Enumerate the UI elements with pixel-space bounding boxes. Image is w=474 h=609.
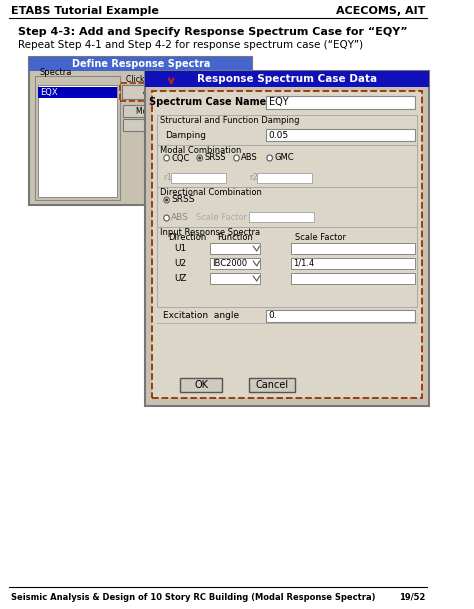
Circle shape — [164, 215, 169, 221]
Circle shape — [198, 157, 201, 160]
Bar — [266, 129, 415, 141]
Text: r1: r1 — [163, 174, 172, 183]
Bar — [35, 76, 119, 200]
Text: Scale Factor: Scale Factor — [196, 214, 247, 222]
Bar — [29, 57, 252, 205]
Text: U2: U2 — [174, 259, 186, 268]
Bar — [119, 83, 246, 101]
Bar — [210, 273, 260, 284]
Text: SRSS: SRSS — [204, 153, 226, 163]
Text: 19/52: 19/52 — [399, 593, 425, 602]
Circle shape — [267, 155, 273, 161]
Text: U1: U1 — [174, 244, 186, 253]
Bar — [38, 87, 117, 98]
Text: IBC2000: IBC2000 — [213, 259, 248, 268]
Text: EQX: EQX — [40, 88, 58, 97]
Bar — [181, 378, 222, 392]
Text: EQY: EQY — [269, 97, 288, 108]
Text: Delete Spectrum: Delete Spectrum — [151, 121, 215, 130]
Text: Spectrum Case Name: Spectrum Case Name — [149, 97, 266, 107]
Text: Direction: Direction — [168, 233, 207, 242]
Text: GMC: GMC — [274, 153, 294, 163]
Bar — [157, 145, 417, 187]
Circle shape — [164, 155, 169, 161]
Bar — [266, 310, 415, 322]
Circle shape — [164, 197, 169, 203]
Bar — [146, 71, 429, 406]
Text: Directional Combination: Directional Combination — [160, 188, 262, 197]
Bar — [157, 187, 417, 227]
Bar — [171, 173, 227, 183]
Text: 0.05: 0.05 — [269, 130, 289, 139]
Text: Modal Combination: Modal Combination — [160, 146, 242, 155]
Text: Click to: Click to — [126, 74, 155, 83]
Text: Modify/Show Spectrum...: Modify/Show Spectrum... — [136, 107, 231, 116]
Text: Function: Function — [217, 233, 253, 242]
Text: Seismic Analysis & Design of 10 Story RC Building (Modal Response Spectra): Seismic Analysis & Design of 10 Story RC… — [11, 593, 375, 602]
Text: Add New Spectrum...: Add New Spectrum... — [143, 88, 223, 96]
Bar — [38, 85, 117, 197]
Text: Repeat Step 4-1 and Step 4-2 for response spectrum case (“EQY”): Repeat Step 4-1 and Step 4-2 for respons… — [18, 40, 364, 50]
Bar — [122, 85, 244, 99]
Text: Cancel: Cancel — [256, 380, 289, 390]
Text: UZ: UZ — [174, 274, 186, 283]
Text: ABS: ABS — [241, 153, 258, 163]
Bar — [249, 378, 295, 392]
Text: ACECOMS, AIT: ACECOMS, AIT — [336, 6, 425, 16]
Text: 0.: 0. — [269, 311, 277, 320]
Bar — [266, 96, 415, 109]
Text: OK: OK — [194, 380, 208, 390]
Text: Structural and Function Damping: Structural and Function Damping — [160, 116, 300, 125]
Text: CQC: CQC — [171, 153, 190, 163]
Text: ABS: ABS — [171, 214, 189, 222]
Bar — [291, 258, 415, 269]
Circle shape — [165, 199, 168, 202]
Bar — [210, 258, 260, 269]
Text: r2: r2 — [249, 174, 258, 183]
Text: Define Response Spectra: Define Response Spectra — [72, 59, 210, 69]
Bar — [146, 71, 429, 87]
Text: Response Spectrum Case Data: Response Spectrum Case Data — [197, 74, 377, 84]
Bar — [257, 173, 312, 183]
Bar — [157, 227, 417, 307]
Bar — [152, 91, 422, 398]
Bar — [123, 105, 243, 117]
Text: Spectra: Spectra — [39, 68, 72, 77]
Text: Step 4-3: Add and Specify Response Spectrum Case for “EQY”: Step 4-3: Add and Specify Response Spect… — [18, 27, 408, 37]
Bar — [291, 273, 415, 284]
Bar — [29, 57, 252, 71]
Text: Scale Factor: Scale Factor — [295, 233, 346, 242]
Text: ETABS Tutorial Example: ETABS Tutorial Example — [11, 6, 159, 16]
Bar — [123, 119, 243, 131]
Bar — [157, 115, 417, 145]
Circle shape — [197, 155, 202, 161]
Circle shape — [234, 155, 239, 161]
Text: Input Response Spectra: Input Response Spectra — [160, 228, 260, 237]
Bar — [249, 212, 314, 222]
Bar — [291, 243, 415, 254]
Bar — [210, 243, 260, 254]
Text: 1/1.4: 1/1.4 — [292, 259, 314, 268]
Text: Excitation  angle: Excitation angle — [163, 311, 239, 320]
Text: SRSS: SRSS — [171, 195, 195, 205]
Text: Damping: Damping — [165, 130, 206, 139]
